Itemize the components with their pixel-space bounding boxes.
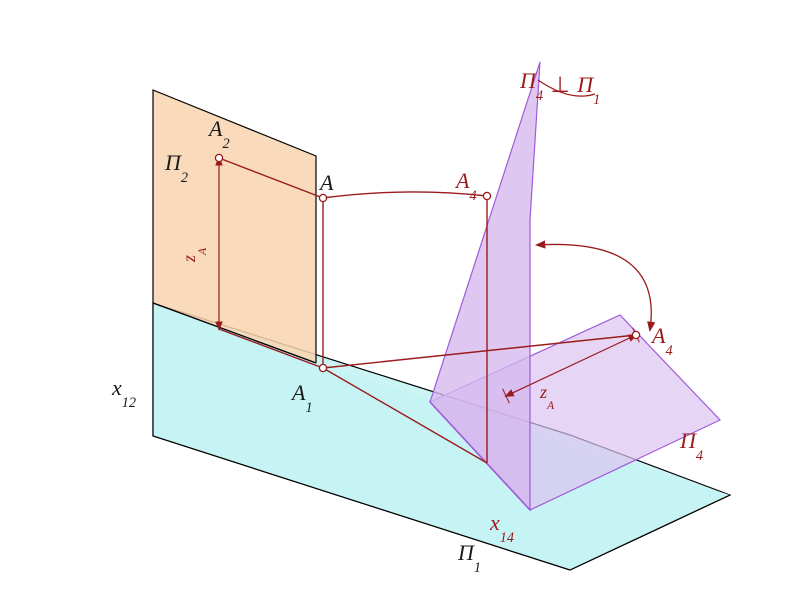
point-A1 [319, 364, 326, 371]
label-P1: П1 [457, 540, 481, 576]
point-A [319, 194, 326, 201]
svg-text:A4: A4 [454, 168, 477, 204]
point-A2 [215, 154, 222, 161]
label-x12: x12 [111, 375, 136, 411]
rotation-arc [537, 244, 651, 330]
svg-text:П1: П1 [457, 540, 481, 576]
svg-text:A: A [318, 170, 334, 195]
label-A4v: A4 [454, 168, 477, 204]
label-P4: П4 [679, 428, 703, 464]
diagram-svg: П1П2П4x12x14AA1A2A4A4zAzAП4 ⊥ П1 [0, 0, 800, 600]
point-A4-vertical [483, 192, 490, 199]
svg-text:x12: x12 [111, 375, 136, 411]
point-A4-folded [632, 331, 639, 338]
planes-layer [153, 62, 730, 570]
svg-text:П4: П4 [679, 428, 703, 464]
label-A: A [318, 170, 334, 195]
